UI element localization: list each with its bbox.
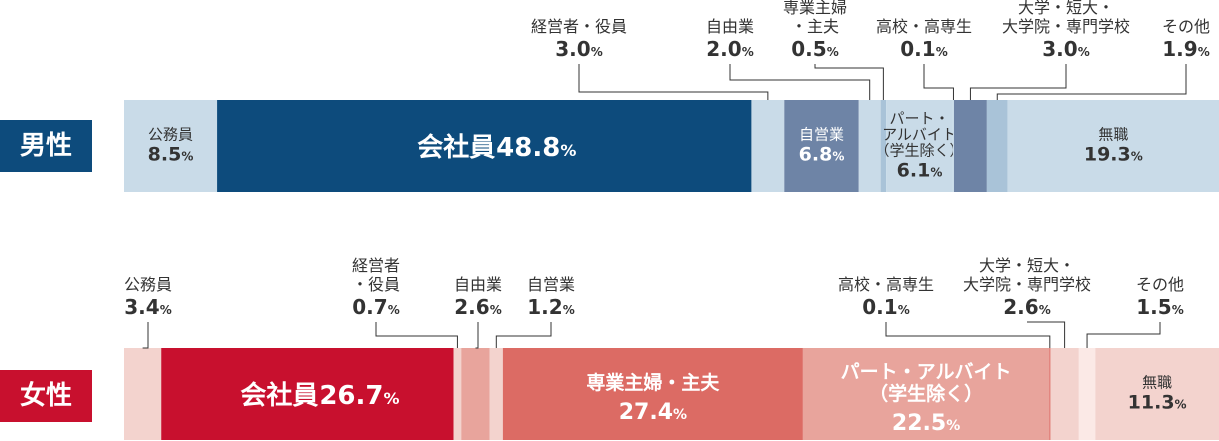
segment-label: 大学院・専門学校: [1002, 17, 1130, 36]
segment-label: ・役員: [352, 275, 400, 294]
bar-segment: [1095, 348, 1219, 440]
segment-value: 19.3%: [1084, 144, 1143, 166]
segment-value: 3.4%: [124, 295, 171, 319]
gender-label: 男性: [20, 131, 72, 161]
segment-value: 3.0%: [555, 37, 602, 61]
segment-label: ・主夫: [791, 17, 839, 36]
segment-value: 48.8%: [496, 133, 576, 163]
segment-label: その他: [1136, 275, 1184, 294]
bar-segment: [124, 348, 162, 440]
bar-segment: [858, 100, 881, 192]
segment-label: 経営者: [352, 256, 400, 275]
segment-value: 1.2%: [527, 295, 574, 319]
leader-line: [814, 64, 884, 100]
bar-segment: [461, 348, 490, 440]
segment-value: 26.7%: [319, 381, 399, 411]
bar-segment: [886, 100, 953, 192]
bar-segment: [1050, 348, 1079, 440]
bar-segment: [952, 100, 955, 192]
segment-label: （学生除く）: [869, 382, 983, 405]
segment-value: 11.3%: [1128, 392, 1187, 414]
segment-value: 1.5%: [1136, 295, 1183, 319]
bar-segment: [802, 348, 1050, 440]
segment-label: 自営業: [799, 126, 844, 144]
bar-segment: [880, 100, 887, 192]
leader-line: [969, 64, 1067, 100]
bar-segment: [453, 348, 462, 440]
segment-label: 専業主婦・主夫: [586, 371, 720, 394]
segment-value: 0.7%: [352, 295, 399, 319]
segment-label: 公務員: [124, 275, 172, 294]
bar-segment: [502, 348, 803, 440]
bar-segment: [1078, 348, 1096, 440]
bar-segment: [1049, 348, 1051, 440]
segment-label: 無職: [1098, 126, 1128, 144]
leader-line: [475, 322, 479, 349]
gender-badge: [0, 370, 92, 422]
segment-value: 22.5%: [892, 411, 960, 436]
segment-value: 6.8%: [799, 144, 845, 166]
segment-label: （学生除く）: [875, 142, 965, 160]
segment-label: 無職: [1142, 374, 1172, 392]
segment-label: アルバイト: [882, 126, 957, 144]
bar-segment: [217, 100, 752, 192]
leader-line: [1027, 321, 1066, 348]
segment-value: 2.6%: [454, 295, 501, 319]
leader-line: [729, 64, 871, 100]
segment-value: 0.1%: [900, 37, 947, 61]
leader-line: [495, 322, 552, 348]
segment-label: 専業主婦: [783, 0, 847, 17]
segment-label: 高校・高専生: [838, 275, 934, 294]
leader-line: [578, 64, 769, 100]
segment-value: 0.1%: [862, 295, 909, 319]
bar-segment: [161, 348, 454, 440]
leader-line: [375, 322, 458, 348]
leader-line: [996, 64, 1187, 100]
leader-line: [142, 322, 149, 349]
leader-line: [923, 64, 954, 100]
segment-label: 会社員: [417, 132, 495, 163]
segment-label: その他: [1162, 17, 1210, 36]
segment-label: パート・アルバイト: [841, 361, 1012, 383]
segment-label: 大学・短大・: [979, 256, 1075, 275]
leader-line: [885, 322, 1051, 348]
leader-line: [1086, 322, 1161, 348]
bar-segment: [986, 100, 1008, 192]
bar-segment: [751, 100, 785, 192]
segment-label: 自由業: [454, 275, 502, 294]
bar-segment: [1007, 100, 1219, 192]
segment-label: 大学院・専門学校: [963, 275, 1091, 294]
segment-label: パート・: [890, 110, 950, 128]
segment-label: 高校・高専生: [876, 17, 972, 36]
gender-label: 女性: [20, 380, 72, 411]
segment-label: 経営者・役員: [531, 17, 627, 36]
segment-label: 自営業: [527, 275, 575, 294]
gender-badge: [0, 120, 92, 172]
segment-label: 公務員: [148, 126, 193, 144]
segment-label: 会社員: [240, 380, 318, 411]
segment-value: 1.9%: [1162, 37, 1209, 61]
segment-value: 0.5%: [791, 37, 838, 61]
segment-value: 6.1%: [897, 160, 943, 182]
segment-value: 2.6%: [1003, 295, 1050, 319]
bar-segment: [489, 348, 503, 440]
bar-segment: [954, 100, 987, 192]
segment-value: 2.0%: [706, 37, 753, 61]
segment-label: 大学・短大・: [1018, 0, 1114, 17]
segment-value: 3.0%: [1042, 37, 1089, 61]
segment-label: 自由業: [706, 17, 754, 36]
segment-value: 8.5%: [148, 144, 194, 166]
bar-segment: [124, 100, 218, 192]
segment-value: 27.4%: [619, 400, 687, 425]
bar-segment: [784, 100, 859, 192]
